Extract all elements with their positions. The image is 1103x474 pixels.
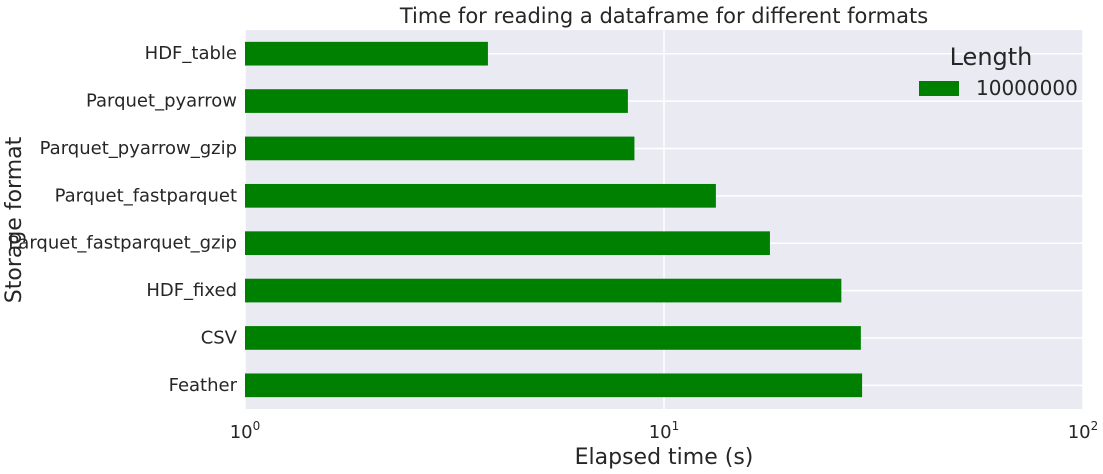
y-axis-label: Storage format [2,136,27,303]
legend-swatch [919,81,959,96]
y-tick-label: Parquet_pyarrow [86,91,237,112]
y-tick-label: HDF_fixed [146,280,237,301]
y-tick-label: CSV [201,327,238,348]
bar-parquet-fastparquet [245,183,716,208]
bar-feather [245,373,863,398]
legend: Length 10000000 [919,43,1078,100]
bar-parquet-fastparquet-gzip [245,231,770,256]
y-tick-label: Parquet_fastparquet [55,185,237,206]
y-tick-label: HDF_table [145,43,237,64]
legend-label: 10000000 [976,76,1078,100]
bar-hdf-table [245,41,488,66]
y-tick-labels: HDF_table Parquet_pyarrow Parquet_pyarrow_… [8,43,237,396]
legend-title: Length [950,43,1033,71]
x-axis-label: Elapsed time (s) [575,445,754,470]
x-tick-label: 100 [230,419,261,443]
bars [245,41,863,398]
bar-csv [245,326,861,350]
y-tick-label: Parquet_pyarrow_gzip [40,138,237,159]
bar-hdf-fixed [245,278,842,303]
chart-title: Time for reading a dataframe for differe… [399,4,928,28]
x-tick-label: 102 [1068,419,1099,443]
bar-parquet-pyarrow [245,89,628,113]
y-tick-label: Feather [169,375,238,396]
bar-parquet-pyarrow-gzip [245,136,635,161]
x-tick-labels: 100 101 102 [230,419,1099,443]
x-tick-label: 101 [649,419,680,443]
y-tick-label: Parquet_fastparquet_gzip [8,233,237,254]
